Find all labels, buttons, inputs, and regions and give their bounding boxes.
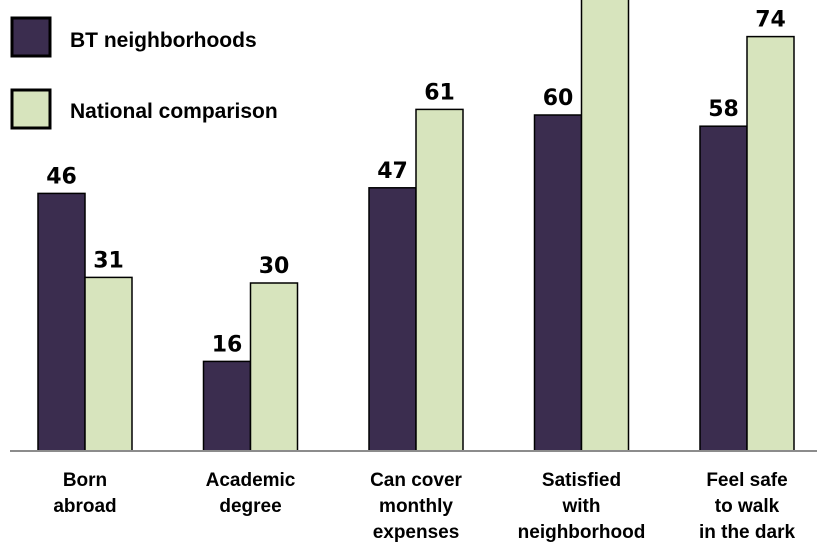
- category-label-feel-safe-to-walk-in-the-dark: Feel safe to walk in the dark: [699, 470, 796, 543]
- legend: BT neighborhoods National comparison: [10, 16, 278, 130]
- legend-label-national-comparison: National comparison: [70, 100, 278, 123]
- value-label-bt-neighborhoods-academic-degree: 16: [212, 332, 243, 357]
- bar-national-comparison-satisfied-with-neighborhood: [580, 0, 630, 452]
- bars: [37, 0, 795, 452]
- legend-label-bt-neighborhoods: BT neighborhoods: [70, 29, 257, 52]
- value-label-national-comparison-feel-safe-to-walk-in-the-dark: 74: [755, 8, 786, 33]
- value-label-bt-neighborhoods-can-cover-monthly-expenses: 47: [377, 159, 408, 184]
- value-label-national-comparison-born-abroad: 31: [93, 248, 124, 273]
- value-labels: 46 31 16 30 47 61 60 58 74: [46, 8, 786, 358]
- value-label-national-comparison-academic-degree: 30: [259, 254, 290, 279]
- legend-swatch-bt-neighborhoods: [10, 16, 52, 58]
- bar-bt-neighborhoods-born-abroad: [37, 192, 86, 452]
- value-label-bt-neighborhoods-feel-safe-to-walk-in-the-dark: 58: [708, 97, 739, 122]
- bar-national-comparison-can-cover-monthly-expenses: [415, 108, 464, 452]
- category-label-satisfied-with-neighborhood: Satisfied with neighborhood: [518, 470, 646, 543]
- category-label-born-abroad: Born abroad: [53, 470, 116, 517]
- category-label-can-cover-monthly-expenses: Can cover monthly expenses: [370, 470, 462, 543]
- bar-national-comparison-feel-safe-to-walk-in-the-dark: [746, 35, 795, 452]
- bar-bt-neighborhoods-satisfied-with-neighborhood: [533, 114, 583, 452]
- legend-swatch-national-comparison: [10, 88, 52, 130]
- value-label-national-comparison-can-cover-monthly-expenses: 61: [424, 80, 455, 105]
- category-label-academic-degree: Academic degree: [206, 470, 296, 517]
- value-label-bt-neighborhoods-born-abroad: 46: [46, 164, 77, 189]
- bar-bt-neighborhoods-feel-safe-to-walk-in-the-dark: [699, 125, 748, 452]
- category-labels: Born abroad Academic degree Can cover monthly…: [53, 470, 795, 543]
- bar-national-comparison-born-abroad: [84, 276, 133, 452]
- bar-bt-neighborhoods-can-cover-monthly-expenses: [368, 187, 417, 452]
- value-label-bt-neighborhoods-satisfied-with-neighborhood: 60: [543, 86, 574, 111]
- bar-national-comparison-academic-degree: [249, 282, 299, 452]
- bar-bt-neighborhoods-academic-degree: [202, 360, 252, 452]
